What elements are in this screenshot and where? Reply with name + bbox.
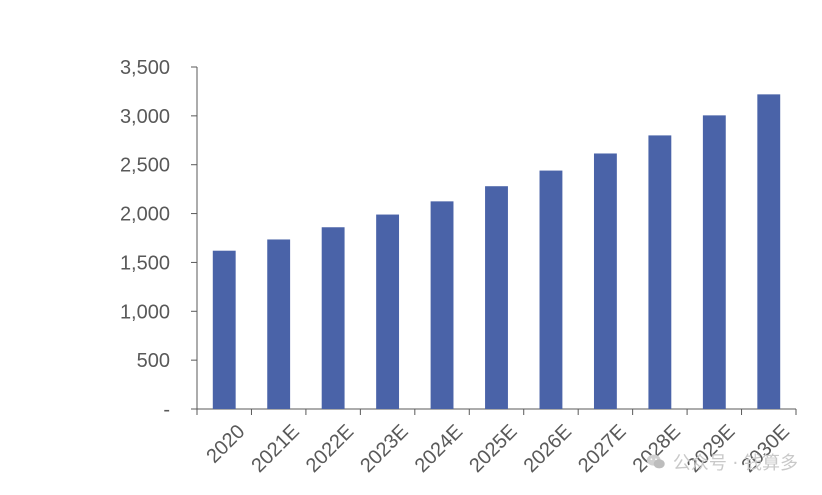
x-tick-label: 2026E	[520, 421, 576, 477]
x-tick-label: 2020	[202, 421, 249, 468]
watermark: 公众号 · 钱算多	[645, 449, 798, 475]
bar-2021E	[267, 239, 291, 409]
y-tick-label: 2,500	[120, 155, 170, 177]
bar-2023E	[376, 214, 400, 409]
bar-2028E	[648, 135, 672, 409]
bar-2030E	[757, 94, 781, 410]
y-tick-label: 2,000	[120, 204, 170, 226]
y-tick-label: 1,000	[120, 301, 170, 323]
x-tick-label: 2022E	[302, 421, 358, 477]
bar-2022E	[321, 227, 345, 409]
x-tick-label: 2021E	[247, 421, 303, 477]
x-axis	[196, 408, 797, 415]
y-tick-label: 3,500	[120, 57, 170, 79]
bar-2027E	[593, 153, 617, 409]
bar-2020	[212, 250, 236, 409]
bars	[212, 94, 781, 410]
watermark-text: 公众号 · 钱算多	[672, 453, 798, 474]
x-tick-label: 2024E	[411, 421, 467, 477]
bar-2026E	[539, 170, 563, 409]
y-tick-label: -	[163, 399, 170, 421]
y-axis: - 500 1,000 1,500 2,000 2,500 3,000 3,500	[120, 57, 198, 421]
wechat-icon	[646, 454, 665, 469]
bar-2024E	[430, 201, 454, 409]
y-tick-label: 1,500	[120, 252, 170, 274]
x-tick-label: 2025E	[465, 421, 521, 477]
y-tick-label: 500	[137, 350, 170, 372]
bar-2025E	[485, 186, 508, 409]
x-tick-label: 2023E	[356, 421, 412, 477]
bar-2029E	[702, 115, 726, 410]
x-tick-label: 2027E	[574, 421, 630, 477]
y-tick-label: 3,000	[120, 106, 170, 128]
